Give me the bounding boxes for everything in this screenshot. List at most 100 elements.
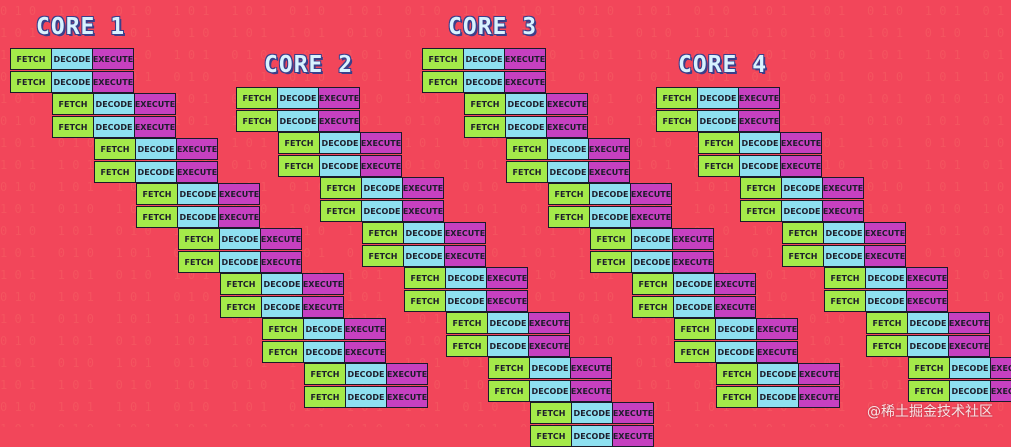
execute-cell: EXECUTE [756, 318, 798, 340]
fetch-cell: FETCH [278, 132, 320, 154]
execute-cell: EXECUTE [612, 425, 654, 447]
execute-cell: EXECUTE [504, 71, 546, 93]
decode-cell: DECODE [673, 296, 715, 318]
decode-cell: DECODE [781, 177, 823, 199]
execute-cell: EXECUTE [302, 296, 344, 318]
execute-cell: EXECUTE [486, 267, 528, 289]
execute-cell: EXECUTE [546, 116, 588, 138]
decode-cell: DECODE [345, 386, 387, 408]
execute-cell: EXECUTE [318, 87, 360, 109]
execute-cell: EXECUTE [92, 71, 134, 93]
execute-cell: EXECUTE [92, 48, 134, 70]
execute-cell: EXECUTE [798, 386, 840, 408]
decode-cell: DECODE [505, 93, 547, 115]
decode-cell: DECODE [361, 177, 403, 199]
decode-cell: DECODE [135, 138, 177, 160]
execute-cell: EXECUTE [318, 110, 360, 132]
fetch-cell: FETCH [488, 380, 530, 402]
execute-cell: EXECUTE [218, 183, 260, 205]
decode-cell: DECODE [277, 110, 319, 132]
fetch-cell: FETCH [548, 183, 590, 205]
execute-cell: EXECUTE [990, 357, 1011, 379]
fetch-cell: FETCH [94, 161, 136, 183]
execute-cell: EXECUTE [612, 402, 654, 424]
fetch-cell: FETCH [908, 357, 950, 379]
execute-cell: EXECUTE [714, 273, 756, 295]
decode-cell: DECODE [487, 335, 529, 357]
decode-cell: DECODE [277, 87, 319, 109]
decode-cell: DECODE [319, 132, 361, 154]
fetch-cell: FETCH [178, 228, 220, 250]
watermark: @稀土掘金技术社区 [867, 404, 993, 420]
decode-cell: DECODE [631, 251, 673, 273]
fetch-cell: FETCH [674, 318, 716, 340]
decode-cell: DECODE [673, 273, 715, 295]
execute-cell: EXECUTE [630, 206, 672, 228]
core-title: CORE 3 [448, 14, 538, 40]
fetch-cell: FETCH [824, 267, 866, 289]
execute-cell: EXECUTE [386, 363, 428, 385]
execute-cell: EXECUTE [864, 245, 906, 267]
fetch-cell: FETCH [94, 138, 136, 160]
decode-cell: DECODE [463, 48, 505, 70]
decode-cell: DECODE [93, 93, 135, 115]
decode-cell: DECODE [697, 110, 739, 132]
execute-cell: EXECUTE [528, 335, 570, 357]
decode-cell: DECODE [907, 335, 949, 357]
execute-cell: EXECUTE [176, 161, 218, 183]
execute-cell: EXECUTE [906, 267, 948, 289]
execute-cell: EXECUTE [344, 318, 386, 340]
fetch-cell: FETCH [52, 93, 94, 115]
fetch-cell: FETCH [548, 206, 590, 228]
fetch-cell: FETCH [530, 425, 572, 447]
decode-cell: DECODE [177, 183, 219, 205]
decode-cell: DECODE [781, 200, 823, 222]
decode-cell: DECODE [219, 228, 261, 250]
fetch-cell: FETCH [590, 251, 632, 273]
fetch-cell: FETCH [304, 363, 346, 385]
execute-cell: EXECUTE [822, 200, 864, 222]
fetch-cell: FETCH [446, 335, 488, 357]
decode-cell: DECODE [757, 363, 799, 385]
decode-cell: DECODE [219, 251, 261, 273]
fetch-cell: FETCH [52, 116, 94, 138]
fetch-cell: FETCH [362, 222, 404, 244]
decode-cell: DECODE [571, 402, 613, 424]
decode-cell: DECODE [631, 228, 673, 250]
execute-cell: EXECUTE [528, 312, 570, 334]
decode-cell: DECODE [487, 312, 529, 334]
fetch-cell: FETCH [824, 290, 866, 312]
fetch-cell: FETCH [740, 200, 782, 222]
decode-cell: DECODE [823, 245, 865, 267]
fetch-cell: FETCH [320, 200, 362, 222]
execute-cell: EXECUTE [546, 93, 588, 115]
fetch-cell: FETCH [530, 402, 572, 424]
decode-cell: DECODE [571, 425, 613, 447]
fetch-cell: FETCH [10, 48, 52, 70]
fetch-cell: FETCH [220, 296, 262, 318]
decode-cell: DECODE [589, 183, 631, 205]
execute-cell: EXECUTE [738, 110, 780, 132]
execute-cell: EXECUTE [218, 206, 260, 228]
execute-cell: EXECUTE [176, 138, 218, 160]
decode-cell: DECODE [403, 222, 445, 244]
execute-cell: EXECUTE [134, 116, 176, 138]
